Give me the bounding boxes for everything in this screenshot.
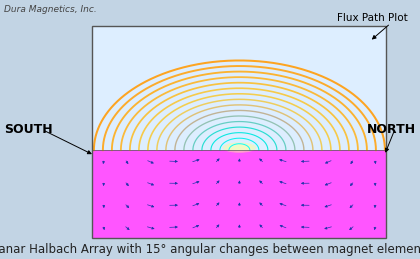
- Bar: [92, 26, 386, 238]
- Text: SOUTH: SOUTH: [4, 123, 53, 136]
- Text: NORTH: NORTH: [367, 123, 416, 136]
- Text: Planar Halbach Array with 15° angular changes between magnet elements: Planar Halbach Array with 15° angular ch…: [0, 243, 420, 256]
- Ellipse shape: [231, 145, 248, 150]
- Ellipse shape: [227, 144, 252, 152]
- Bar: [92, 26, 386, 150]
- Bar: [92, 150, 386, 238]
- Ellipse shape: [223, 142, 256, 153]
- Text: Flux Path Plot: Flux Path Plot: [337, 13, 407, 23]
- Text: Dura Magnetics, Inc.: Dura Magnetics, Inc.: [4, 5, 97, 14]
